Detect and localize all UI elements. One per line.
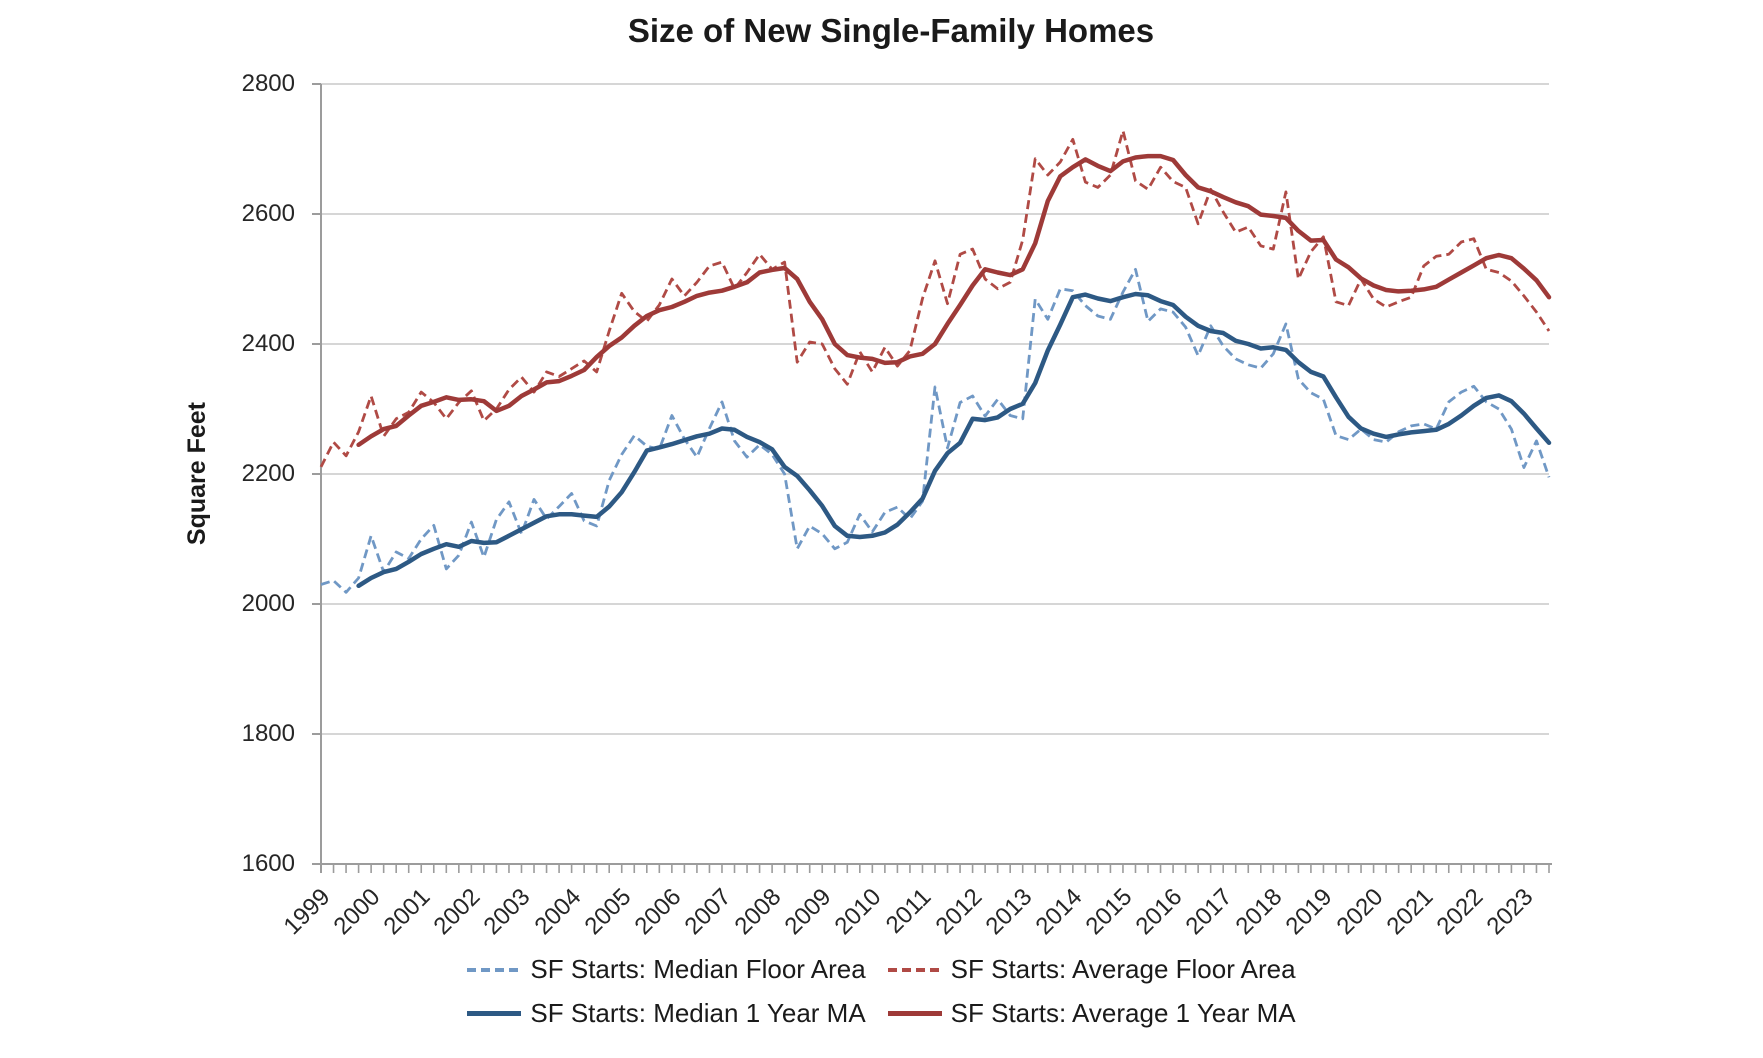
series-line-0 bbox=[320, 267, 1551, 594]
legend-item-average-floor-area: SF Starts: Average Floor Area bbox=[887, 954, 1296, 985]
average-1yr-ma-solid-swatch bbox=[887, 1011, 942, 1016]
legend-item-average-1yr-ma: SF Starts: Average 1 Year MA bbox=[887, 998, 1296, 1029]
series-line-1 bbox=[319, 129, 1551, 468]
y-tick-label: 1600 bbox=[241, 850, 295, 877]
legend: SF Starts: Median Floor Area SF Starts: … bbox=[0, 954, 1763, 1029]
legend-item-median-1yr-ma: SF Starts: Median 1 Year MA bbox=[467, 998, 866, 1029]
median-floor-area-dashed-swatch bbox=[467, 967, 522, 972]
legend-label: SF Starts: Median Floor Area bbox=[530, 954, 866, 984]
median-1yr-ma-solid-swatch bbox=[467, 1011, 522, 1016]
legend-label: SF Starts: Median 1 Year MA bbox=[530, 998, 866, 1028]
y-tick-label: 1800 bbox=[241, 720, 295, 747]
legend-row-1: SF Starts: Median Floor Area SF Starts: … bbox=[467, 954, 1296, 985]
series-line-2 bbox=[356, 291, 1552, 589]
series-line-3 bbox=[356, 153, 1552, 448]
legend-label: SF Starts: Average Floor Area bbox=[950, 954, 1296, 984]
average-floor-area-dashed-swatch bbox=[887, 967, 942, 972]
y-tick-label: 2400 bbox=[241, 330, 295, 357]
y-tick-label: 2000 bbox=[241, 590, 295, 617]
y-tick-label: 2200 bbox=[241, 460, 295, 487]
y-tick-label: 2800 bbox=[241, 70, 295, 97]
legend-label: SF Starts: Average 1 Year MA bbox=[950, 998, 1296, 1028]
chart-title: Size of New Single-Family Homes bbox=[627, 12, 1155, 49]
legend-row-2: SF Starts: Median 1 Year MA SF Starts: A… bbox=[467, 998, 1296, 1029]
y-tick-label: 2600 bbox=[241, 200, 295, 227]
legend-item-median-floor-area: SF Starts: Median Floor Area bbox=[467, 954, 866, 985]
